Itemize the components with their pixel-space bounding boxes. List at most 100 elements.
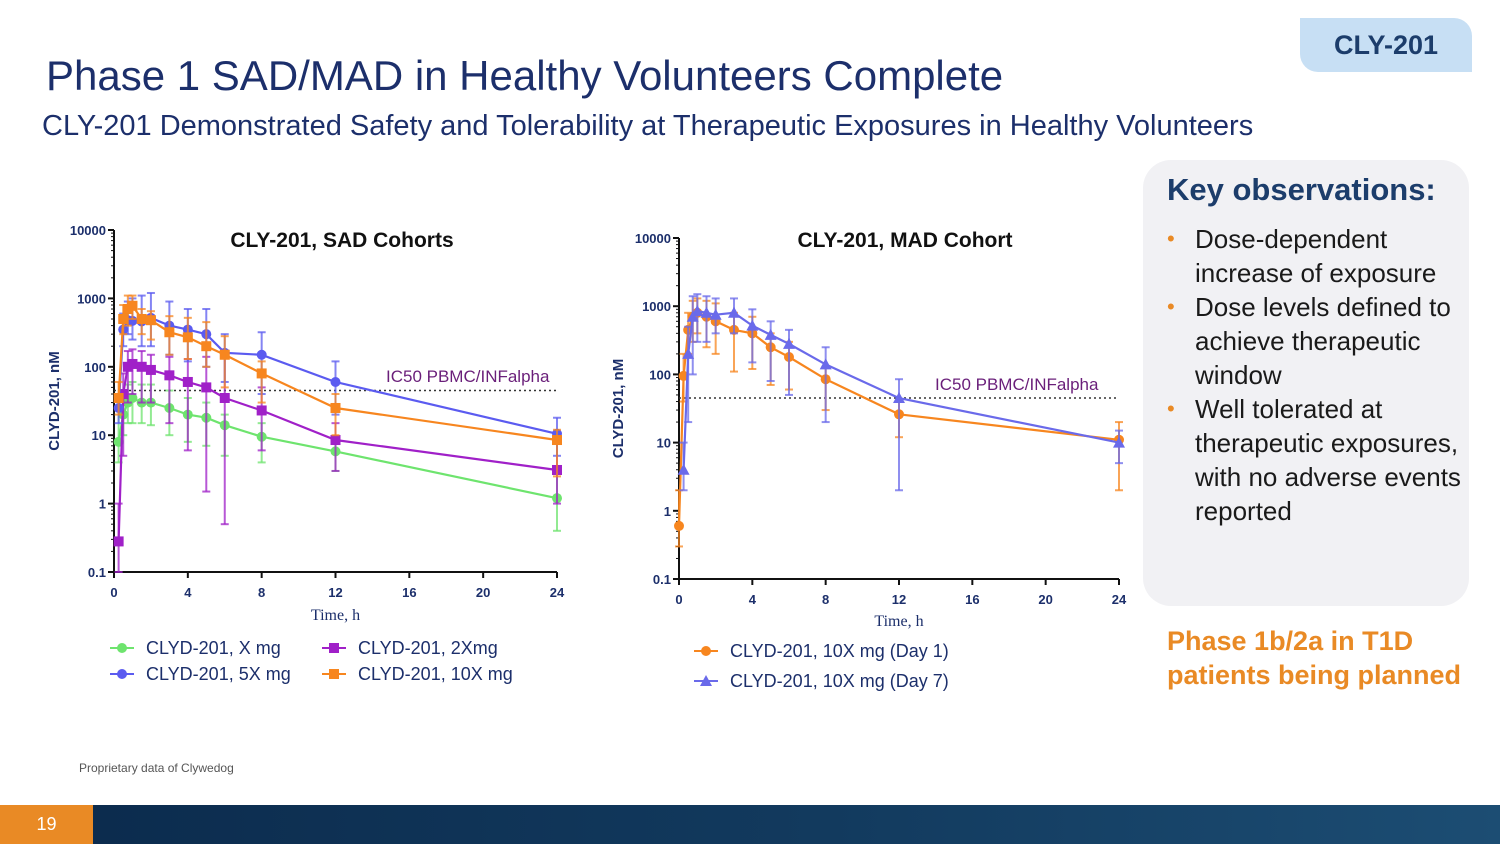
legend-item: CLYD-201, 10X mg (Day 1) [694, 641, 949, 661]
x-axis-title: Time, h [311, 607, 360, 624]
legend-label: CLYD-201, 2Xmg [358, 638, 498, 658]
legend-item: CLYD-201, X mg [110, 638, 281, 658]
data-point [728, 306, 740, 318]
y-tick-label: 10 [92, 428, 106, 443]
series [113, 348, 562, 573]
legend-label: CLYD-201, X mg [146, 638, 281, 658]
y-tick-label: 1000 [77, 291, 106, 306]
observations-heading: Key observations: [1167, 172, 1436, 207]
y-tick-label: 100 [84, 360, 106, 375]
x-tick-label: 0 [675, 592, 682, 607]
key-observations-panel: Key observations: Dose-dependent increas… [1143, 160, 1469, 606]
data-point [686, 310, 699, 322]
section-tag: CLY-201 [1300, 18, 1472, 72]
data-point [330, 376, 341, 387]
data-point [330, 435, 341, 446]
observation-item: Dose-dependent increase of exposure [1165, 222, 1465, 290]
data-point [118, 313, 129, 324]
sad-chart: CLY-201, SAD Cohorts 0.1 1 10 100 1000 10000 0 4… [46, 223, 565, 684]
data-point [256, 368, 267, 379]
page-number: 19 [0, 805, 93, 844]
data-point [219, 392, 230, 403]
footer-bar [0, 805, 1500, 844]
data-point [552, 435, 562, 446]
chart-title: CLY-201, SAD Cohorts [230, 229, 453, 252]
chart-title: CLY-201, MAD Cohort [797, 229, 1012, 252]
data-point [764, 328, 777, 340]
data-point [746, 319, 759, 331]
data-point [127, 358, 138, 369]
data-point [117, 669, 127, 679]
x-tick-label: 16 [965, 592, 979, 607]
y-tick-label: 10000 [635, 231, 671, 246]
x-tick-label: 12 [892, 592, 906, 607]
page-subtitle: CLY-201 Demonstrated Safety and Tolerabi… [42, 110, 1254, 142]
ic50-label: IC50 PBMC/INFalpha [386, 367, 550, 386]
data-point [677, 463, 690, 475]
y-tick-label: 1 [664, 504, 671, 519]
y-tick-label: 10000 [70, 223, 106, 238]
y-axis-title: CLYD-201, nM [46, 351, 63, 450]
data-point [674, 520, 684, 531]
x-tick-label: 24 [550, 585, 565, 600]
series [113, 294, 562, 478]
data-point [136, 361, 147, 372]
data-point [164, 327, 175, 338]
data-point [201, 382, 212, 393]
data-point [201, 341, 212, 352]
legend-item: CLYD-201, 10X mg [322, 664, 513, 684]
x-tick-label: 4 [184, 585, 192, 600]
x-tick-label: 8 [822, 592, 829, 607]
data-point [256, 405, 267, 416]
data-point [329, 669, 339, 679]
data-point [893, 392, 905, 404]
x-axis-title: Time, h [874, 613, 923, 630]
data-point [329, 643, 339, 653]
x-tick-label: 20 [1038, 592, 1052, 607]
legend-label: CLYD-201, 10X mg [358, 664, 513, 684]
data-point [701, 646, 711, 656]
x-tick-label: 20 [476, 585, 490, 600]
data-point [164, 370, 175, 381]
data-point [691, 305, 704, 317]
x-tick-label: 12 [328, 585, 342, 600]
x-tick-label: 8 [258, 585, 265, 600]
legend-item: CLYD-201, 2Xmg [322, 638, 498, 658]
observation-item: Well tolerated at therapeutic exposures,… [1165, 392, 1465, 528]
data-point [145, 364, 156, 375]
data-point [700, 306, 713, 318]
data-point [330, 402, 341, 413]
legend-item: CLYD-201, 10X mg (Day 7) [694, 671, 949, 691]
x-tick-label: 24 [1112, 592, 1127, 607]
x-tick-label: 4 [749, 592, 757, 607]
data-point [182, 376, 193, 387]
data-point [783, 337, 795, 349]
data-point [682, 347, 695, 359]
data-point [819, 358, 832, 370]
footnote: Proprietary data of Clywedog [79, 761, 234, 775]
observation-item: Dose levels defined to achieve therapeut… [1165, 290, 1465, 392]
legend-label: CLYD-201, 10X mg (Day 7) [730, 671, 949, 691]
data-point [182, 332, 193, 343]
data-point [113, 536, 124, 547]
y-tick-label: 0.1 [88, 565, 106, 580]
series [677, 293, 1125, 492]
data-point [709, 308, 722, 320]
legend-label: CLYD-201, 5X mg [146, 664, 291, 684]
phase-note: Phase 1b/2a in T1D patients being planne… [1167, 626, 1462, 690]
data-point [678, 370, 689, 381]
page-title: Phase 1 SAD/MAD in Healthy Volunteers Co… [46, 52, 1004, 99]
x-tick-label: 16 [402, 585, 416, 600]
data-point [127, 300, 138, 311]
data-point [700, 675, 712, 686]
y-tick-label: 1 [99, 497, 106, 512]
data-point [219, 349, 230, 360]
observations-list: Dose-dependent increase of exposure Dose… [1165, 222, 1465, 528]
legend-label: CLYD-201, 10X mg (Day 1) [730, 641, 949, 661]
mad-chart: CLY-201, MAD Cohort 0.1 1 10 100 1000 10000 0 4 8… [610, 229, 1127, 691]
data-point [1113, 436, 1125, 448]
y-tick-label: 1000 [642, 299, 671, 314]
data-point [117, 643, 127, 653]
ic50-label: IC50 PBMC/INFalpha [935, 375, 1099, 394]
